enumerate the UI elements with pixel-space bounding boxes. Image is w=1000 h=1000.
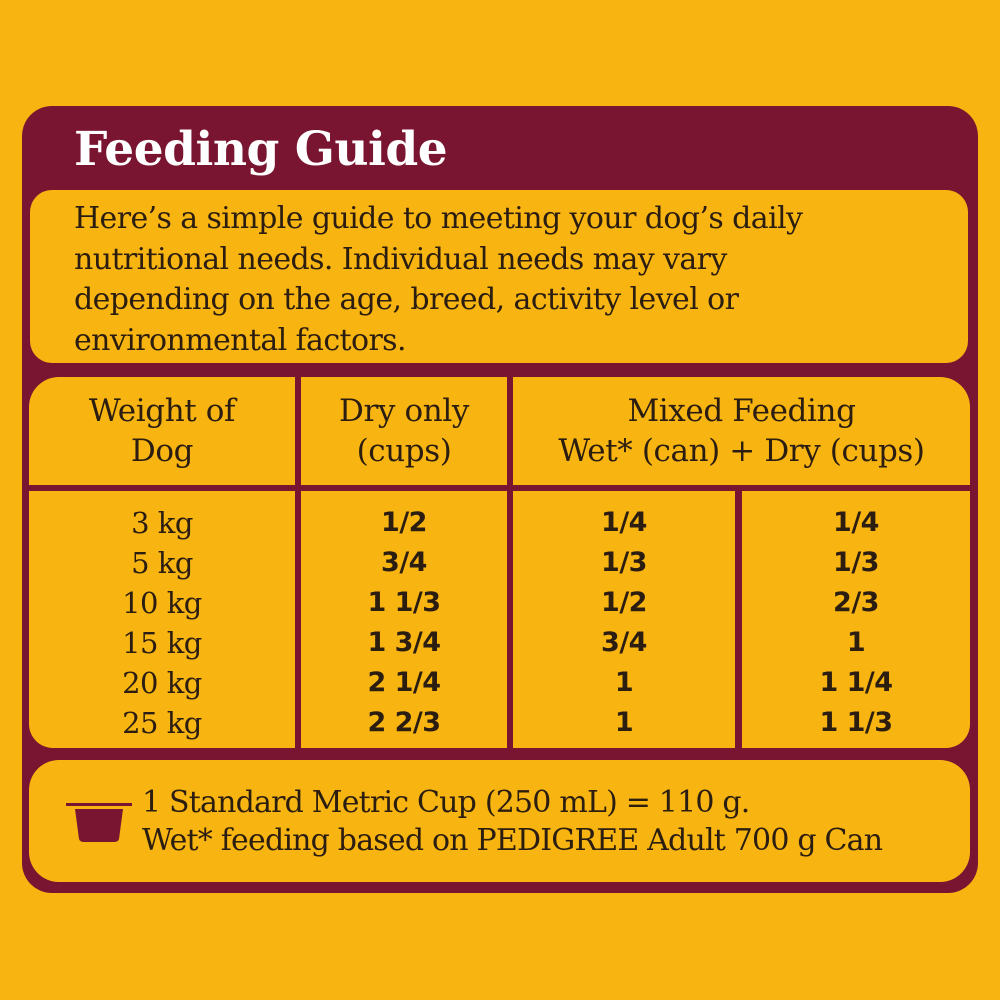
cell-wet-can: 3/4	[601, 627, 647, 658]
cell-mixed-dry: 1/3	[833, 547, 879, 578]
column-dry-only: 1/2 3/4 1 1/3 1 3/4 2 1/4 2 2/3	[301, 491, 507, 748]
intro-line: Here’s a simple guide to meeting your do…	[74, 201, 803, 236]
footer-text: 1 Standard Metric Cup (250 mL) = 110 g. …	[142, 784, 962, 860]
cell-dry-only: 1 1/3	[367, 587, 441, 618]
cell-dry-only: 2 2/3	[367, 707, 441, 738]
cell-mixed-dry: 1 1/4	[819, 667, 893, 698]
cell-wet-can: 1/2	[601, 587, 647, 618]
cell-dry-only: 1/2	[381, 507, 427, 538]
header-mixed-line2: Wet* (can) + Dry (cups)	[558, 433, 925, 469]
cell-weight: 20 kg	[122, 666, 202, 700]
footer-wet-note: Wet* feeding based on PEDIGREE Adult 700…	[142, 823, 883, 858]
intro-line: depending on the age, breed, activity le…	[74, 282, 739, 317]
cell-wet-can: 1	[614, 667, 634, 698]
cell-mixed-dry: 1	[846, 627, 866, 658]
cell-wet-can: 1	[614, 707, 634, 738]
cell-weight: 25 kg	[122, 706, 202, 740]
cell-weight: 10 kg	[122, 586, 202, 620]
cell-dry-only: 3/4	[381, 547, 427, 578]
cell-weight: 5 kg	[131, 546, 193, 580]
footer-note-box	[29, 760, 970, 882]
cell-mixed-dry: 1 1/3	[819, 707, 893, 738]
column-wet-can: 1/4 1/3 1/2 3/4 1 1	[513, 491, 735, 748]
intro-line: nutritional needs. Individual needs may …	[74, 241, 727, 277]
header-mixed-feeding: Mixed Feeding Wet* (can) + Dry (cups)	[513, 377, 970, 485]
cell-wet-can: 1/3	[601, 547, 647, 578]
column-mixed-dry: 1/4 1/3 2/3 1 1 1/4 1 1/3	[742, 491, 970, 748]
column-weight: 3 kg 5 kg 10 kg 15 kg 20 kg 25 kg	[29, 491, 295, 748]
header-dry-line2: (cups)	[356, 433, 452, 469]
cell-dry-only: 1 3/4	[367, 627, 441, 658]
header-weight-line1: Weight of	[88, 393, 236, 429]
cell-mixed-dry: 1/4	[833, 507, 879, 538]
cell-weight: 3 kg	[131, 506, 193, 540]
header-weight-of-dog: Weight of Dog	[29, 377, 295, 485]
intro-box: Here’s a simple guide to meeting your do…	[30, 190, 968, 363]
page-title: Feeding Guide	[74, 122, 448, 177]
header-mixed-line1: Mixed Feeding	[627, 393, 856, 429]
header-dry-only: Dry only (cups)	[301, 377, 507, 485]
intro-text: Here’s a simple guide to meeting your do…	[74, 199, 954, 361]
intro-line: environmental factors.	[74, 322, 407, 358]
cell-weight: 15 kg	[122, 626, 202, 660]
header-weight-line2: Dog	[130, 433, 194, 469]
cup-icon	[66, 803, 132, 842]
header-dry-line1: Dry only	[339, 393, 469, 429]
footer-cup-measure: 1 Standard Metric Cup (250 mL) = 110 g.	[142, 785, 750, 820]
cell-mixed-dry: 2/3	[833, 587, 879, 618]
cell-dry-only: 2 1/4	[367, 667, 441, 698]
cell-wet-can: 1/4	[601, 507, 647, 538]
